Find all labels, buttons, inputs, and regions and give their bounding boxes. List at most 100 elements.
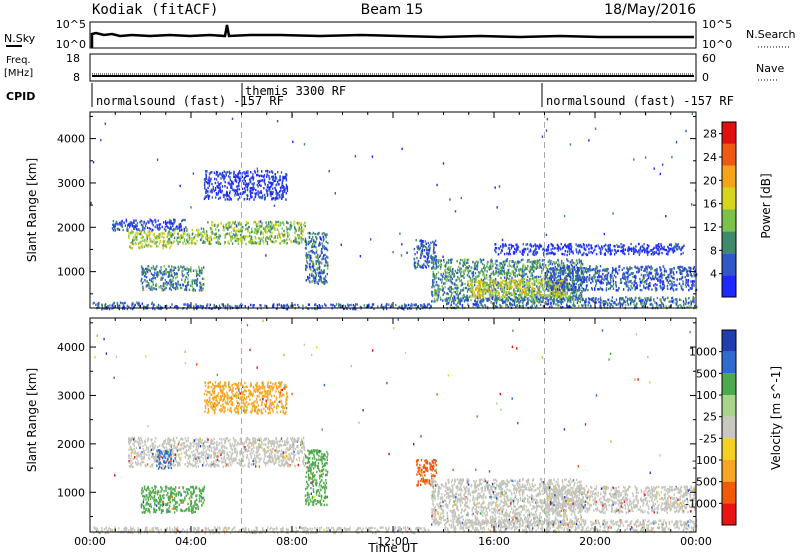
data-cell xyxy=(203,266,205,269)
data-cell xyxy=(237,184,240,187)
data-cell xyxy=(491,267,493,270)
data-cell xyxy=(692,300,694,303)
data-cell xyxy=(231,188,234,192)
data-cell xyxy=(316,249,318,252)
data-cell xyxy=(558,295,561,298)
data-cell xyxy=(584,300,586,303)
data-cell xyxy=(630,301,632,305)
data-cell xyxy=(439,296,441,299)
data-cell xyxy=(435,294,437,297)
data-cell xyxy=(249,234,251,238)
data-cell xyxy=(525,303,528,307)
data-cell xyxy=(542,279,544,282)
data-cell xyxy=(470,290,472,293)
data-cell xyxy=(282,179,284,182)
data-cell xyxy=(282,192,284,195)
data-cell xyxy=(533,269,535,272)
data-cell xyxy=(322,239,325,242)
data-cell xyxy=(141,266,144,270)
data-cell xyxy=(295,237,298,240)
data-cell xyxy=(217,239,219,242)
data-cell xyxy=(529,260,531,264)
data-cell xyxy=(522,279,524,282)
data-cell xyxy=(495,266,497,270)
data-cell xyxy=(179,229,181,232)
data-cell xyxy=(269,170,271,174)
data-cell xyxy=(632,272,634,275)
data-cell xyxy=(544,280,547,283)
data-cell xyxy=(598,274,600,277)
data-cell xyxy=(144,267,147,271)
data-cell xyxy=(145,243,147,247)
data-cell xyxy=(609,275,611,278)
data-cell xyxy=(310,245,313,249)
data-cell xyxy=(535,260,537,264)
data-cell xyxy=(322,269,325,273)
data-cell xyxy=(591,298,594,302)
data-cell xyxy=(598,271,600,274)
data-cell xyxy=(680,287,683,290)
data-cell xyxy=(432,249,435,252)
data-cell xyxy=(480,293,482,296)
data-cell xyxy=(325,233,327,237)
data-cell xyxy=(310,260,313,263)
data-cell xyxy=(614,302,616,305)
data-cell xyxy=(651,267,653,270)
data-cell xyxy=(519,267,522,271)
data-cell xyxy=(237,176,239,180)
data-cell xyxy=(569,294,571,298)
data-cell xyxy=(521,269,524,273)
data-cell xyxy=(497,290,499,293)
data-cell xyxy=(168,273,171,277)
data-cell xyxy=(442,287,444,290)
data-cell xyxy=(283,186,285,189)
data-cell xyxy=(530,294,532,298)
data-cell xyxy=(571,267,573,271)
data-cell xyxy=(666,284,669,288)
data-cell xyxy=(269,228,272,231)
data-cell xyxy=(502,273,504,276)
data-cell xyxy=(458,277,460,280)
data-cell xyxy=(547,270,550,273)
data-cell xyxy=(495,282,497,285)
data-cell xyxy=(562,281,564,284)
data-cell xyxy=(297,235,299,238)
data-cell xyxy=(177,265,180,269)
data-cell xyxy=(507,296,509,299)
data-cell xyxy=(474,265,476,268)
data-cell xyxy=(490,260,492,264)
data-region xyxy=(203,169,289,201)
data-cell xyxy=(277,220,279,224)
data-cell xyxy=(196,239,198,242)
data-cell xyxy=(553,272,555,275)
data-cell xyxy=(149,231,151,234)
data-cell xyxy=(250,191,252,194)
data-cell xyxy=(436,259,438,262)
data-cell xyxy=(272,197,275,200)
data-cell xyxy=(185,268,187,271)
data-cell xyxy=(623,282,626,285)
data-cell xyxy=(433,281,435,284)
data-cell xyxy=(587,301,590,304)
data-cell xyxy=(558,304,560,307)
data-cell xyxy=(622,302,624,305)
data-cell xyxy=(235,180,238,183)
data-cell xyxy=(446,271,448,274)
data-cell xyxy=(536,300,539,303)
nave-label: Nave xyxy=(756,62,784,75)
data-cell xyxy=(455,293,458,296)
data-cell xyxy=(544,272,546,275)
data-cell xyxy=(587,296,590,300)
data-cell xyxy=(143,274,146,278)
data-cell xyxy=(605,289,608,292)
data-cell xyxy=(266,185,269,189)
data-cell xyxy=(160,278,162,282)
data-cell xyxy=(469,269,471,272)
data-cell xyxy=(150,272,153,275)
data-cell xyxy=(247,182,250,185)
data-cell xyxy=(618,287,620,290)
data-cell xyxy=(422,264,424,268)
data-cell xyxy=(642,299,644,302)
data-cell xyxy=(500,270,502,273)
data-cell xyxy=(512,264,515,267)
